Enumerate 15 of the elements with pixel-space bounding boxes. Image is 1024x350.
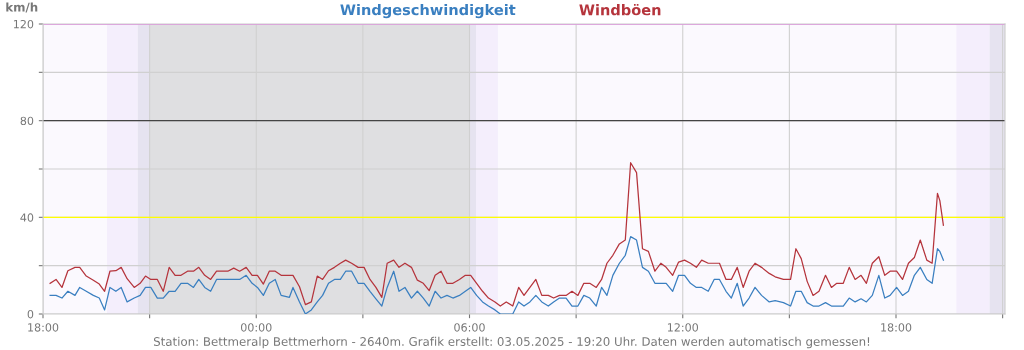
line-series [49,162,945,307]
x-tick-label: 12:00 [667,323,699,332]
y-tick-label: 120 [13,19,34,29]
y-tick-label: 80 [20,116,34,126]
x-tick-label: 18:00 [28,323,59,332]
x-tick-label: 00:00 [240,323,272,332]
y-tick-label: 0 [27,309,34,319]
x-tick-label: 18:00 [881,323,912,332]
text: Windgeschwindigkeit [340,3,516,19]
y-axis-title: km/h [6,2,38,13]
line-series [49,236,945,314]
y-tick-label: 40 [20,213,34,222]
x-tick-label: 06:00 [454,323,485,332]
text: Windböen [579,3,661,16]
text: Station: Bettmeralp Bettmerhorn - 2640m. Grafik erstellt: 03.05.2025 - 19:20 Uhr. Daten werden automatisch gemessen! [153,336,870,349]
